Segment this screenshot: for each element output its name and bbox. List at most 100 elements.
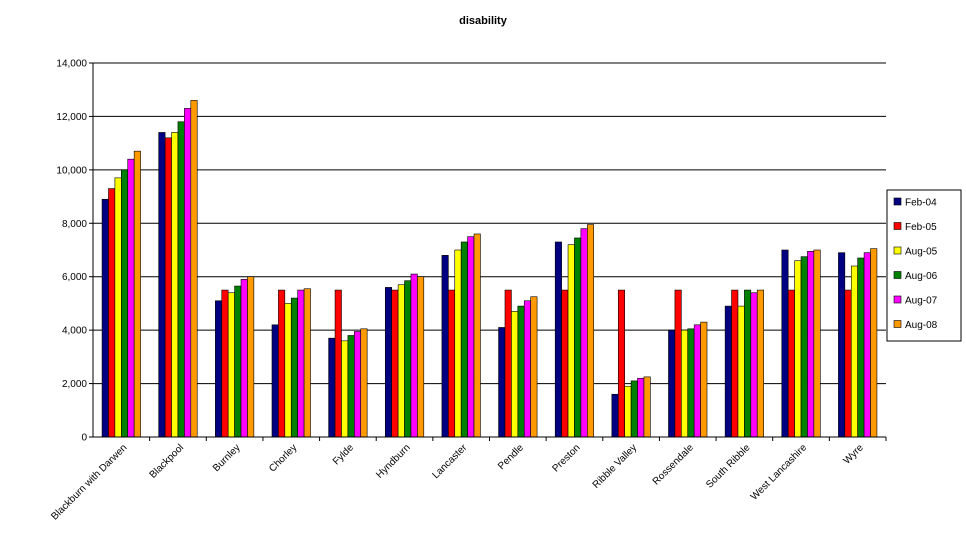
y-tick-label: 0 — [81, 433, 87, 444]
bar — [744, 289, 752, 438]
bar — [813, 249, 821, 438]
x-tick-label: Chorley — [267, 442, 299, 474]
bar — [737, 305, 745, 438]
y-tick-label: 8,000 — [62, 219, 87, 230]
bar — [554, 241, 562, 438]
bar — [121, 169, 129, 438]
bar — [630, 380, 638, 438]
bar — [108, 188, 116, 438]
bar — [328, 337, 336, 438]
legend-label: Aug-08 — [905, 320, 938, 331]
bar — [360, 328, 368, 438]
y-tick-label: 6,000 — [62, 272, 87, 283]
bar — [164, 137, 172, 438]
bar — [611, 393, 619, 438]
x-tick-label: Lancaster — [430, 442, 469, 481]
bar — [467, 236, 475, 438]
legend-swatch — [893, 222, 902, 230]
bar — [781, 249, 789, 438]
legend-label: Aug-07 — [905, 296, 938, 307]
bar — [700, 321, 708, 438]
bar — [177, 121, 185, 438]
legend-swatch — [893, 197, 902, 206]
gridlines — [93, 62, 886, 385]
bar — [681, 329, 689, 438]
bar — [384, 287, 392, 438]
bar — [171, 132, 179, 438]
bar — [637, 377, 645, 438]
bar — [454, 249, 462, 438]
bar — [693, 324, 701, 438]
bar — [354, 331, 362, 438]
bar — [580, 228, 588, 438]
bar — [234, 285, 242, 438]
bar — [567, 244, 575, 438]
bar — [240, 279, 248, 438]
bar — [247, 276, 255, 438]
bar — [624, 385, 632, 438]
bar — [807, 251, 815, 438]
bar — [870, 248, 878, 438]
bar — [341, 340, 349, 438]
y-tick-label: 14,000 — [56, 59, 87, 70]
bar — [417, 276, 425, 438]
bar — [530, 296, 538, 438]
bar — [347, 335, 355, 438]
bar — [473, 233, 481, 438]
x-tick-label: Fylde — [331, 442, 356, 467]
bar — [284, 303, 292, 438]
legend-label: Feb-05 — [905, 222, 937, 233]
bar — [863, 252, 871, 438]
x-tick-label: Blackburn with Darwen — [49, 442, 129, 522]
bar — [227, 292, 235, 438]
x-tick-label: Pendle — [496, 442, 526, 472]
x-tick-label: Wyre — [842, 442, 867, 467]
bar — [460, 241, 468, 438]
bar — [410, 273, 418, 438]
bar — [190, 100, 198, 438]
bar — [221, 289, 229, 438]
y-tick-label: 2,000 — [62, 379, 87, 390]
x-tick-label: Preston — [550, 442, 582, 474]
bar — [787, 289, 795, 438]
bar — [574, 237, 582, 438]
bar — [391, 289, 399, 438]
y-tick-label: 10,000 — [56, 165, 87, 176]
bar — [303, 288, 311, 438]
legend-label: Feb-04 — [905, 198, 937, 209]
bar — [184, 108, 192, 438]
bar — [523, 300, 531, 438]
x-tick-label: Blackpool — [148, 442, 186, 480]
bar — [504, 289, 512, 438]
bar — [844, 289, 852, 438]
bar — [517, 305, 525, 438]
x-tick-label: Ribble Valley — [591, 442, 640, 491]
x-tick-label: South Ribble — [704, 442, 753, 491]
legend-swatch — [893, 271, 902, 279]
legend-swatch — [893, 295, 902, 304]
bars — [101, 100, 878, 438]
legend-swatch — [893, 320, 902, 328]
legend-swatch — [893, 246, 902, 255]
bar — [127, 158, 135, 438]
bar — [643, 376, 651, 438]
bar — [101, 198, 109, 438]
bar — [404, 280, 412, 438]
legend-box — [886, 189, 962, 342]
bar — [133, 150, 141, 438]
legend-label: Aug-06 — [905, 271, 938, 282]
bar — [800, 256, 808, 438]
bar — [838, 252, 846, 438]
bar — [290, 297, 298, 438]
bar — [750, 292, 758, 438]
bar — [724, 305, 732, 438]
bar — [561, 289, 569, 438]
bar — [334, 289, 342, 438]
bar — [448, 289, 456, 438]
bar — [857, 257, 865, 438]
bar — [397, 284, 405, 438]
bar — [297, 289, 305, 438]
bar — [687, 328, 695, 438]
